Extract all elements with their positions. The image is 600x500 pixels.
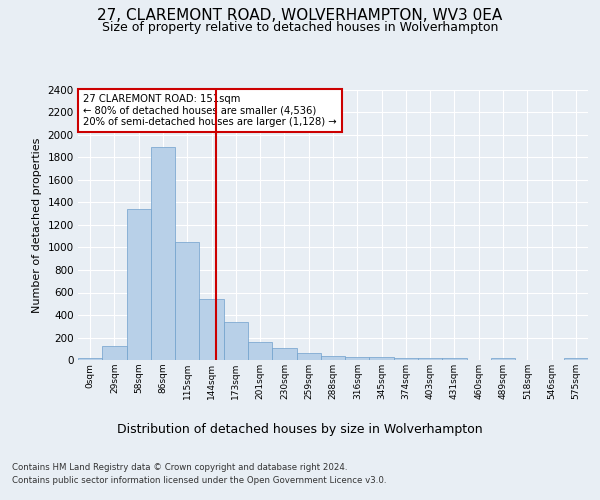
Bar [102, 346, 127, 360]
Text: 27, CLAREMONT ROAD, WOLVERHAMPTON, WV3 0EA: 27, CLAREMONT ROAD, WOLVERHAMPTON, WV3 0… [97, 8, 503, 22]
Bar [127, 209, 151, 360]
Bar [199, 299, 224, 360]
Text: 27 CLAREMONT ROAD: 151sqm
← 80% of detached houses are smaller (4,536)
20% of se: 27 CLAREMONT ROAD: 151sqm ← 80% of detac… [83, 94, 337, 127]
Text: Distribution of detached houses by size in Wolverhampton: Distribution of detached houses by size … [117, 422, 483, 436]
Bar [491, 358, 515, 360]
Bar [272, 348, 296, 360]
Y-axis label: Number of detached properties: Number of detached properties [32, 138, 42, 312]
Bar [321, 356, 345, 360]
Bar [564, 358, 588, 360]
Bar [78, 358, 102, 360]
Bar [175, 242, 199, 360]
Bar [370, 356, 394, 360]
Bar [151, 148, 175, 360]
Bar [296, 352, 321, 360]
Text: Contains HM Land Registry data © Crown copyright and database right 2024.: Contains HM Land Registry data © Crown c… [12, 462, 347, 471]
Bar [224, 322, 248, 360]
Bar [345, 356, 370, 360]
Text: Size of property relative to detached houses in Wolverhampton: Size of property relative to detached ho… [102, 21, 498, 34]
Text: Contains public sector information licensed under the Open Government Licence v3: Contains public sector information licen… [12, 476, 386, 485]
Bar [418, 358, 442, 360]
Bar [248, 342, 272, 360]
Bar [442, 358, 467, 360]
Bar [394, 358, 418, 360]
